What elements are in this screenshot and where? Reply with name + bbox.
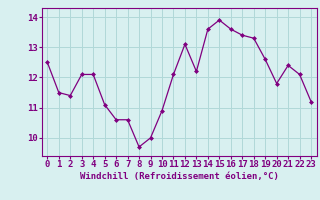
X-axis label: Windchill (Refroidissement éolien,°C): Windchill (Refroidissement éolien,°C) bbox=[80, 172, 279, 181]
